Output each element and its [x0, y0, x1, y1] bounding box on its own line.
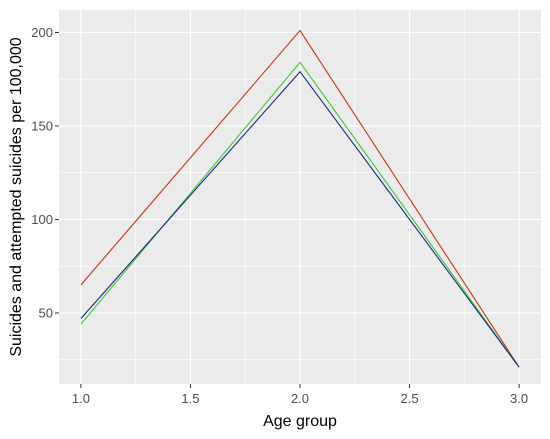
series-line-3 — [80, 70, 520, 368]
x-tick-label: 1.0 — [72, 391, 90, 406]
x-tick-label: 3.0 — [510, 391, 528, 406]
x-axis-title: Age group — [263, 413, 337, 430]
x-tick-label: 2.0 — [291, 391, 309, 406]
x-tick-label: 1.5 — [181, 391, 199, 406]
y-axis-title: Suicides and attempted suicides per 100,… — [8, 37, 25, 356]
x-tick-label: 2.5 — [401, 391, 419, 406]
series-layer — [80, 29, 520, 368]
y-axis-ticks: 50 100 150 200 — [31, 25, 59, 320]
series-line-1 — [80, 29, 520, 368]
y-tick-label: 50 — [39, 305, 53, 320]
y-tick-label: 150 — [31, 118, 53, 133]
x-axis-ticks: 1.0 1.5 2.0 2.5 3.0 — [72, 384, 528, 406]
y-tick-label: 200 — [31, 25, 53, 40]
y-tick-label: 100 — [31, 212, 53, 227]
